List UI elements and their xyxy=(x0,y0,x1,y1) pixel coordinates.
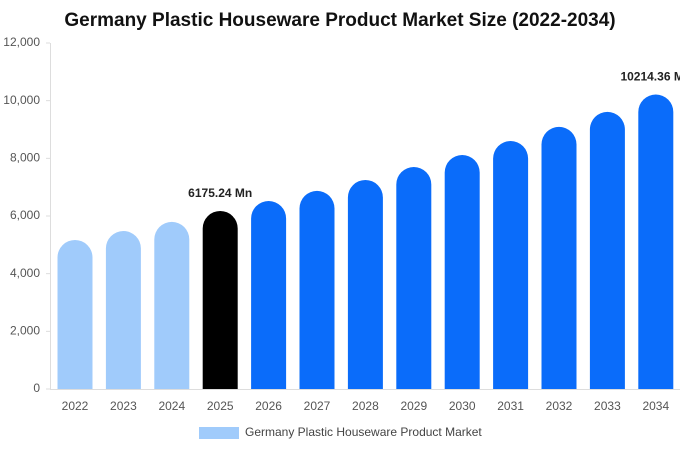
bar xyxy=(493,141,529,389)
x-tick-label: 2034 xyxy=(642,399,669,413)
x-tick-label: 2030 xyxy=(449,399,476,413)
x-tick-label: 2027 xyxy=(304,399,331,413)
value-label: 6175.24 Mn xyxy=(188,186,252,200)
bar xyxy=(154,221,190,389)
x-tick-label: 2026 xyxy=(255,399,282,413)
x-tick-label: 2033 xyxy=(594,399,621,413)
bar xyxy=(347,179,383,389)
x-tick-label: 2028 xyxy=(352,399,379,413)
legend-swatch xyxy=(199,427,239,439)
bar xyxy=(299,190,335,389)
legend-label: Germany Plastic Houseware Product Market xyxy=(245,425,482,439)
bar xyxy=(638,94,674,389)
bar xyxy=(57,239,93,389)
y-tick-label: 12,000 xyxy=(3,35,40,49)
chart-title: Germany Plastic Houseware Product Market… xyxy=(64,10,615,31)
bar xyxy=(202,210,238,389)
bar xyxy=(105,231,141,389)
x-tick-label: 2024 xyxy=(158,399,185,413)
x-tick-label: 2023 xyxy=(110,399,137,413)
y-tick-label: 10,000 xyxy=(3,93,40,107)
bar xyxy=(251,201,287,389)
x-tick-label: 2029 xyxy=(400,399,427,413)
y-tick-label: 8,000 xyxy=(10,151,40,165)
y-tick-label: 4,000 xyxy=(10,266,40,280)
bar xyxy=(444,155,480,389)
y-tick-label: 6,000 xyxy=(10,208,40,222)
bar xyxy=(396,166,432,389)
x-tick-label: 2032 xyxy=(546,399,573,413)
y-tick-label: 0 xyxy=(33,381,40,395)
value-label: 10214.36 Mn xyxy=(620,70,680,84)
x-tick-label: 2025 xyxy=(207,399,234,413)
x-tick-label: 2031 xyxy=(497,399,524,413)
x-tick-label: 2022 xyxy=(62,399,89,413)
y-tick-label: 2,000 xyxy=(10,324,40,338)
bar xyxy=(541,126,577,390)
bar xyxy=(589,111,625,389)
